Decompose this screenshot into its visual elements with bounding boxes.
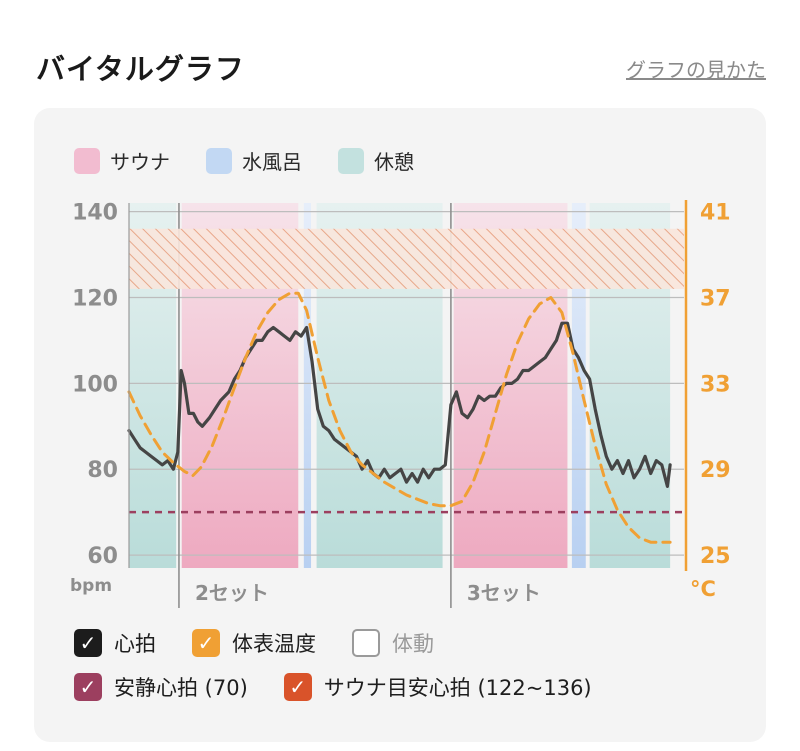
toggle-label-resting-hr: 安静心拍 (70) bbox=[114, 676, 248, 700]
toggle-row-2: ✓ 安静心拍 (70) ✓ サウナ目安心拍 (122~136) bbox=[74, 672, 592, 702]
right-tick-label: 37 bbox=[700, 286, 731, 311]
left-tick-label: 120 bbox=[72, 286, 118, 311]
legend-swatch-sauna bbox=[74, 147, 100, 174]
phase-legend: サウナ 水風呂 休憩 bbox=[74, 146, 414, 175]
skin-temp-checkbox[interactable]: ✓ bbox=[192, 629, 220, 657]
phase-band-cold bbox=[303, 203, 312, 568]
toggle-label-skin-temp: 体表温度 bbox=[232, 632, 316, 656]
graph-guide-link[interactable]: グラフの見かた bbox=[626, 58, 766, 82]
legend-swatch-rest bbox=[338, 147, 364, 174]
legend-swatch-cold-bath bbox=[206, 147, 232, 174]
toggle-label-target-hr: サウナ目安心拍 (122~136) bbox=[323, 676, 592, 700]
body-motion-checkbox[interactable] bbox=[352, 629, 380, 657]
right-tick-label: 33 bbox=[700, 372, 731, 397]
vital-chart: 60 80 100 120 140 25 29 33 37 41 bpm °C 2セット 3セット bbox=[70, 200, 731, 608]
vital-graph-card: サウナ 水風呂 休憩 bbox=[34, 108, 766, 742]
page-title: バイタルグラフ bbox=[36, 52, 245, 86]
toggle-label-body-motion: 体動 bbox=[392, 632, 434, 656]
series-toggles: ✓ 心拍 ✓ 体表温度 体動 ✓ 安静心拍 (70) ✓ サウナ目安心拍 (12… bbox=[74, 628, 592, 716]
right-tick-label: 41 bbox=[700, 201, 731, 226]
toggle-target-hr[interactable]: ✓ サウナ目安心拍 (122~136) bbox=[283, 672, 592, 702]
left-tick-label: 140 bbox=[72, 201, 118, 226]
legend-item-cold-bath: 水風呂 bbox=[206, 146, 302, 175]
left-tick-label: 80 bbox=[87, 458, 118, 483]
legend-label-sauna: サウナ bbox=[110, 150, 170, 174]
legend-item-sauna: サウナ bbox=[74, 146, 170, 175]
toggle-heart-rate[interactable]: ✓ 心拍 bbox=[74, 628, 156, 658]
legend-item-rest: 休憩 bbox=[338, 146, 414, 175]
toggle-label-heart-rate: 心拍 bbox=[114, 632, 156, 656]
set-label: 2セット bbox=[195, 581, 269, 605]
legend-label-cold-bath: 水風呂 bbox=[242, 150, 302, 174]
set-label: 3セット bbox=[467, 581, 541, 605]
legend-label-rest: 休憩 bbox=[374, 150, 414, 174]
toggle-row-1: ✓ 心拍 ✓ 体表温度 体動 bbox=[74, 628, 592, 658]
target-hr-band bbox=[129, 228, 684, 289]
target-hr-checkbox[interactable]: ✓ bbox=[283, 673, 312, 701]
toggle-body-motion[interactable]: 体動 bbox=[352, 628, 434, 658]
toggle-resting-hr[interactable]: ✓ 安静心拍 (70) bbox=[74, 672, 248, 702]
heart-rate-checkbox[interactable]: ✓ bbox=[74, 629, 102, 657]
toggle-skin-temp[interactable]: ✓ 体表温度 bbox=[192, 628, 316, 658]
phase-band-cold bbox=[571, 203, 586, 568]
left-axis-unit: bpm bbox=[70, 576, 112, 596]
right-axis-unit: °C bbox=[690, 577, 716, 601]
right-tick-label: 29 bbox=[700, 458, 731, 483]
resting-hr-checkbox[interactable]: ✓ bbox=[74, 673, 102, 701]
left-tick-label: 100 bbox=[72, 372, 118, 397]
left-tick-label: 60 bbox=[87, 544, 118, 569]
skin-temp-line bbox=[127, 291, 672, 544]
right-tick-label: 25 bbox=[700, 544, 731, 569]
heart-rate-line bbox=[127, 321, 672, 488]
